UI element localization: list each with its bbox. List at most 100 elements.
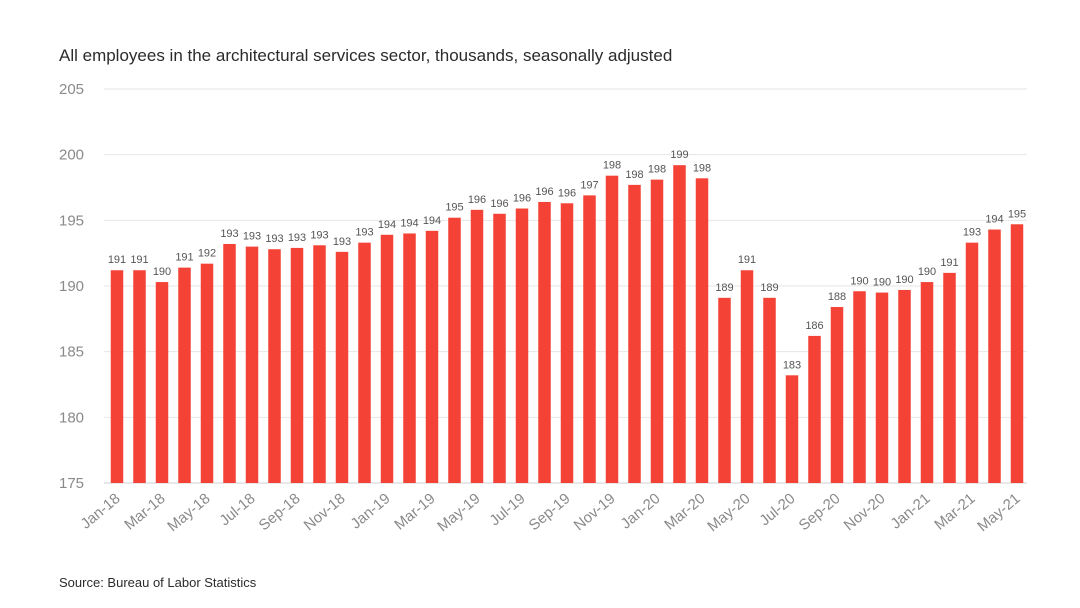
bar: [875, 292, 889, 483]
data-label: 191: [940, 257, 958, 269]
data-label: 198: [625, 169, 643, 181]
bar: [155, 282, 169, 483]
data-label: 193: [265, 233, 283, 245]
data-label: 190: [895, 274, 913, 286]
data-label: 194: [400, 217, 418, 229]
data-label: 190: [918, 266, 936, 278]
bar: [988, 229, 1001, 483]
data-label: 198: [648, 164, 666, 176]
chart-title: All employees in the architectural servi…: [59, 46, 673, 65]
data-label: 196: [513, 193, 531, 205]
chart-source: Source: Bureau of Labor Statistics: [59, 575, 257, 590]
bar: [785, 375, 799, 483]
x-tick-label: May-19: [434, 490, 483, 535]
data-label: 191: [130, 254, 148, 266]
data-label: 193: [355, 227, 373, 239]
y-tick-label: 180: [59, 409, 84, 426]
bar: [740, 270, 754, 483]
bar: [763, 297, 776, 483]
data-label: 193: [288, 232, 306, 244]
data-label: 190: [873, 277, 891, 289]
bar: [560, 203, 574, 483]
data-label: 195: [445, 202, 463, 214]
bar: [650, 179, 664, 483]
x-tick-label: Sep-18: [256, 490, 304, 534]
y-tick-label: 195: [59, 212, 84, 229]
data-label: 196: [535, 186, 553, 198]
data-label: 194: [423, 215, 441, 227]
x-tick-label: Mar-19: [391, 490, 438, 534]
bar: [808, 335, 821, 483]
data-label: 191: [175, 252, 193, 264]
x-tick-label: Mar-18: [121, 490, 168, 534]
bar: [425, 230, 439, 483]
bar: [898, 289, 911, 483]
y-tick-label: 200: [59, 147, 84, 164]
bar: [200, 263, 214, 483]
data-label: 191: [108, 254, 126, 266]
data-label: 193: [963, 227, 981, 239]
data-label: 193: [310, 229, 328, 241]
bar: [313, 245, 326, 483]
x-tick-label: Jan-19: [348, 490, 394, 533]
data-label: 195: [1008, 208, 1026, 220]
bar: [470, 209, 484, 483]
data-label: 189: [760, 282, 778, 294]
data-label: 193: [220, 228, 238, 240]
data-label: 191: [738, 254, 756, 266]
bar: [380, 234, 394, 483]
bar: [493, 213, 506, 483]
x-tick-label: Nov-18: [301, 490, 349, 534]
data-label: 194: [378, 219, 396, 231]
x-tick-label: Jan-21: [888, 490, 934, 533]
bar: [290, 247, 304, 483]
bar: [830, 307, 844, 483]
bar: [605, 175, 619, 483]
x-tick-label: Jul-20: [756, 490, 798, 529]
data-label: 198: [603, 160, 621, 172]
data-label: 183: [783, 359, 801, 371]
bar: [1010, 224, 1024, 484]
data-label: 193: [333, 236, 351, 248]
data-label: 186: [805, 320, 823, 332]
x-tick-label: Jan-20: [618, 490, 664, 533]
data-label: 192: [198, 248, 216, 260]
x-tick-label: Sep-20: [796, 490, 844, 534]
bar: [538, 201, 551, 484]
bar: [223, 243, 236, 483]
bar: [358, 242, 371, 483]
x-tick-label: Jul-18: [216, 490, 258, 529]
bar: [673, 165, 686, 483]
x-tick-label: Mar-20: [661, 490, 708, 534]
x-tick-label: Jul-19: [486, 490, 528, 529]
x-tick-label: Jan-18: [78, 490, 124, 533]
bar: [695, 178, 709, 483]
y-tick-label: 205: [59, 81, 84, 98]
bar: [448, 217, 461, 483]
bar: [920, 282, 934, 483]
x-tick-label: May-18: [164, 490, 213, 535]
x-tick-label: May-20: [704, 490, 753, 535]
bar: [268, 249, 281, 483]
data-label: 188: [828, 291, 846, 303]
y-tick-label: 185: [59, 344, 84, 361]
bar: [853, 291, 866, 483]
bar: [965, 242, 979, 483]
bar: [133, 270, 146, 483]
bar: [403, 233, 416, 483]
bar: [943, 272, 956, 483]
x-tick-label: May-21: [974, 490, 1023, 535]
bar: [178, 267, 191, 483]
bar: [515, 208, 529, 483]
data-label: 197: [580, 179, 598, 191]
data-label: 190: [850, 275, 868, 287]
y-tick-label: 175: [59, 475, 84, 492]
data-label: 198: [693, 162, 711, 174]
data-label: 196: [490, 198, 508, 210]
bar: [110, 270, 124, 483]
data-label: 196: [558, 187, 576, 199]
bar: [718, 297, 731, 483]
data-label: 194: [985, 214, 1003, 226]
x-tick-label: Nov-19: [571, 490, 619, 534]
